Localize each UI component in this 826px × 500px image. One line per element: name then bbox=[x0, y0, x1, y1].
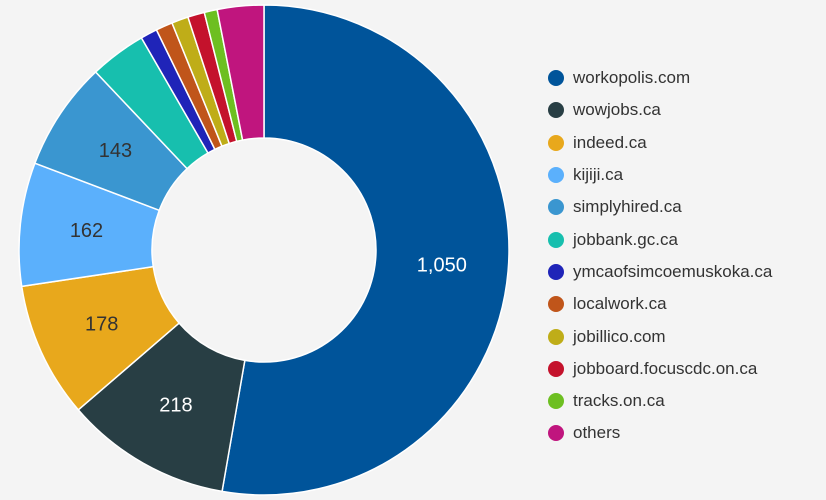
legend-swatch bbox=[548, 328, 564, 345]
legend-item[interactable]: wowjobs.ca bbox=[548, 94, 772, 126]
slice-others[interactable] bbox=[216, 4, 265, 141]
slice-value-label: 143 bbox=[99, 140, 132, 162]
legend-swatch bbox=[548, 263, 564, 280]
legend-swatch bbox=[548, 360, 564, 377]
legend-item[interactable]: kijiji.ca bbox=[548, 159, 772, 191]
legend-label: workopolis.com bbox=[573, 68, 691, 88]
legend-label: jobboard.focuscdc.on.ca bbox=[573, 358, 758, 378]
legend-item[interactable]: jobillico.com bbox=[548, 320, 772, 352]
legend-label: kijiji.ca bbox=[573, 165, 624, 185]
legend-label: tracks.on.ca bbox=[573, 391, 665, 411]
legend-item[interactable]: jobbank.gc.ca bbox=[548, 223, 772, 255]
legend-label: localwork.ca bbox=[573, 294, 667, 314]
slice-value-label: 218 bbox=[159, 394, 192, 416]
legend-item[interactable]: others bbox=[548, 417, 772, 449]
legend-swatch bbox=[548, 134, 564, 151]
slice-value-label: 178 bbox=[85, 313, 118, 335]
legend-item[interactable]: jobboard.focuscdc.on.ca bbox=[548, 353, 772, 385]
legend-swatch bbox=[548, 296, 564, 313]
legend-item[interactable]: localwork.ca bbox=[548, 288, 772, 320]
legend-swatch bbox=[548, 199, 564, 216]
legend-label: jobillico.com bbox=[573, 326, 666, 346]
legend-label: indeed.ca bbox=[573, 132, 647, 152]
legend-swatch bbox=[548, 167, 564, 184]
legend-item[interactable]: workopolis.com bbox=[548, 62, 772, 94]
legend-swatch bbox=[548, 102, 564, 119]
legend-label: wowjobs.ca bbox=[573, 100, 661, 120]
legend-item[interactable]: simplyhired.ca bbox=[548, 191, 772, 223]
legend-swatch bbox=[548, 425, 564, 442]
legend-label: jobbank.gc.ca bbox=[573, 229, 678, 249]
legend-swatch bbox=[548, 231, 564, 248]
legend-label: others bbox=[573, 423, 621, 443]
legend-swatch bbox=[548, 393, 564, 410]
donut-svg: 1,050 218 178 162 143 bbox=[18, 4, 510, 496]
legend: workopolis.com wowjobs.ca indeed.ca kijiji.… bbox=[548, 62, 772, 450]
legend-item[interactable]: tracks.on.ca bbox=[548, 385, 772, 417]
slice-workopolis-com[interactable] bbox=[221, 4, 510, 496]
legend-item[interactable]: ymcaofsimcoemuskoka.ca bbox=[548, 256, 772, 288]
legend-label: simplyhired.ca bbox=[573, 197, 682, 217]
slice-value-label: 162 bbox=[70, 220, 103, 242]
slice-value-label: 1,050 bbox=[417, 254, 467, 276]
legend-label: ymcaofsimcoemuskoka.ca bbox=[573, 261, 773, 281]
legend-item[interactable]: indeed.ca bbox=[548, 127, 772, 159]
legend-swatch bbox=[548, 70, 564, 87]
